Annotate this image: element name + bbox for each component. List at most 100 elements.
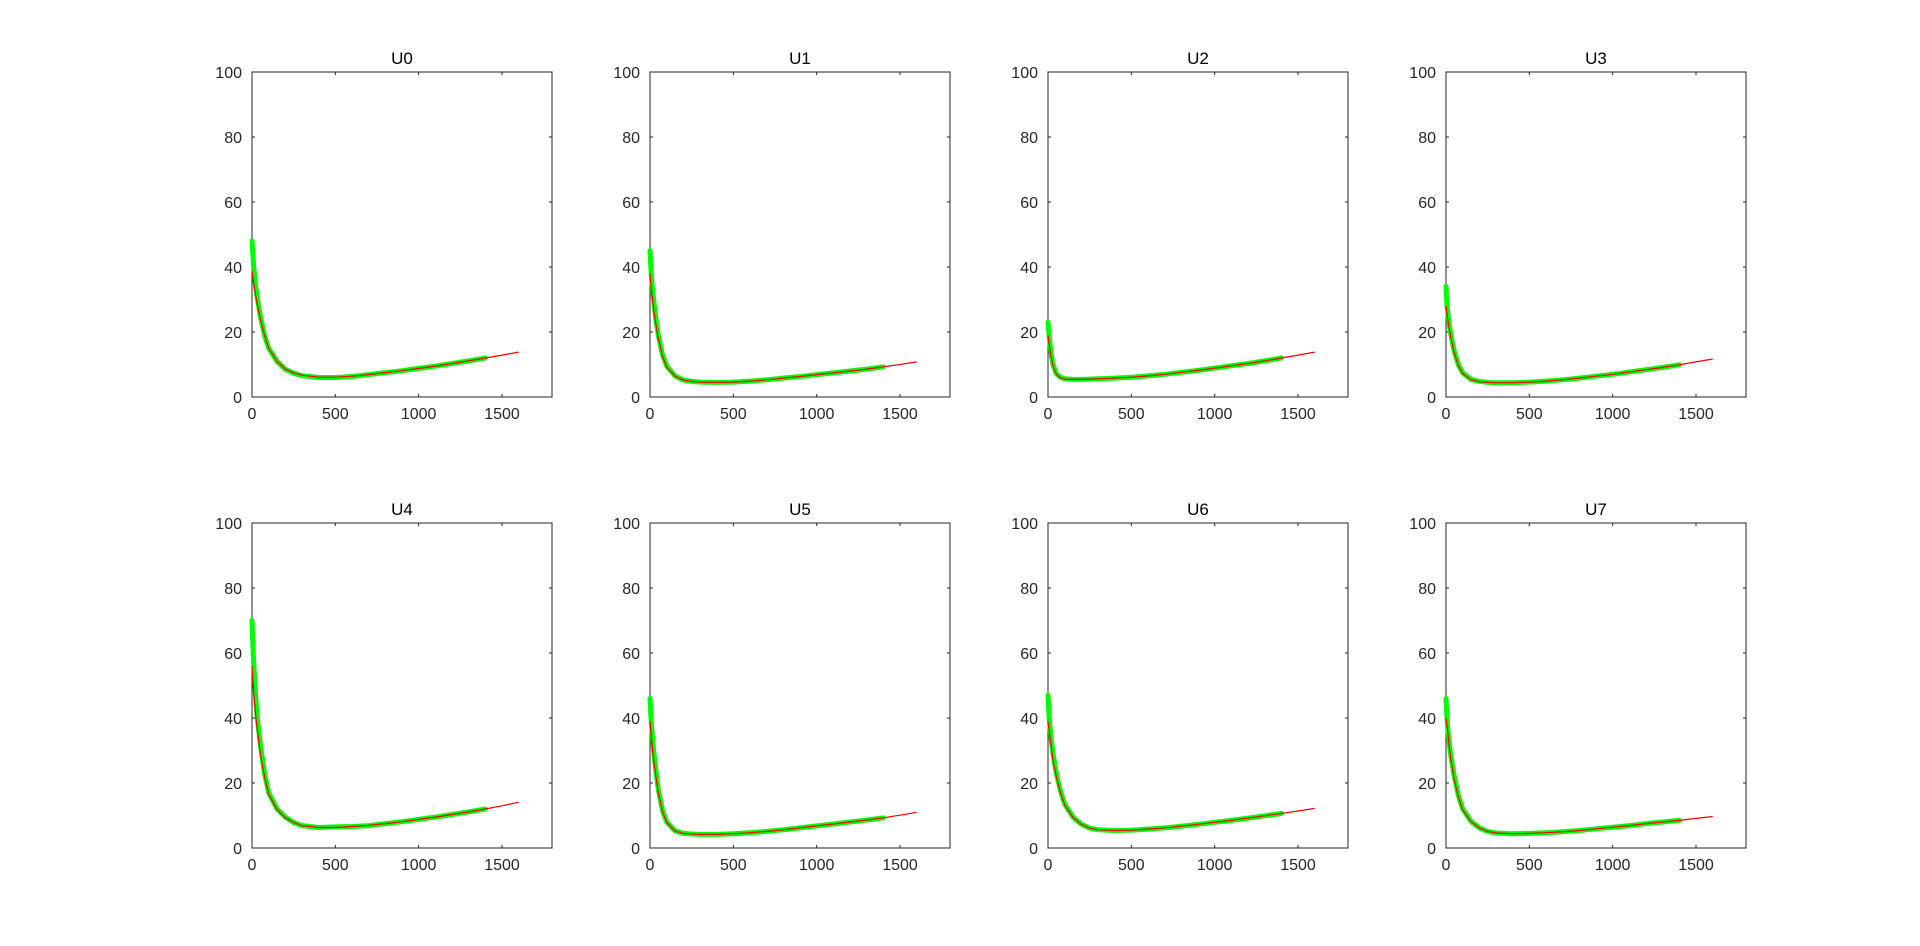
axes-box	[1047, 522, 1349, 849]
subplot-title: U6	[1187, 500, 1209, 519]
fit-series-line	[1445, 717, 1713, 835]
measured-point	[1444, 300, 1450, 305]
y-tick-label: 0	[1029, 841, 1038, 858]
measured-point	[648, 264, 654, 270]
y-tick-label: 40	[1020, 260, 1038, 277]
measured-point	[648, 712, 654, 717]
x-tick-label: 0	[1442, 857, 1451, 874]
x-tick-label: 1000	[401, 857, 437, 874]
fit-series-line	[1047, 721, 1315, 832]
axes-box	[1445, 522, 1747, 849]
axes-box	[649, 71, 951, 398]
fit-series-line	[649, 273, 917, 383]
y-tick-label: 80	[622, 130, 640, 147]
x-tick-label: 0	[1442, 406, 1451, 423]
y-tick-label: 0	[1029, 390, 1038, 407]
x-tick-label: 500	[720, 857, 747, 874]
y-tick-label: 60	[622, 646, 640, 663]
y-tick-label: 20	[1020, 776, 1038, 793]
subplot-title: U4	[391, 500, 413, 519]
y-tick-label: 60	[1418, 646, 1436, 663]
x-tick-label: 1500	[484, 857, 520, 874]
y-tick-label: 0	[631, 390, 640, 407]
x-tick-label: 0	[646, 857, 655, 874]
axes-box	[251, 71, 553, 398]
x-tick-label: 500	[1118, 406, 1145, 423]
x-tick-label: 500	[322, 406, 349, 423]
subplot-title: U7	[1585, 500, 1607, 519]
measured-point	[1444, 712, 1450, 717]
y-tick-label: 100	[613, 65, 640, 82]
subplot-title: U0	[391, 49, 413, 68]
y-tick-label: 40	[224, 260, 242, 277]
x-tick-label: 1000	[1595, 406, 1631, 423]
y-tick-label: 20	[622, 325, 640, 342]
measured-point	[1045, 320, 1051, 325]
subplot-u0: 0 500 1000 1500 0 20 40 60 80 100 U0	[215, 49, 553, 423]
fit-series-line	[251, 665, 519, 829]
x-tick-label: 0	[248, 406, 257, 423]
subplot-title: U5	[789, 500, 811, 519]
x-tick-label: 500	[1516, 857, 1543, 874]
y-tick-label: 40	[224, 711, 242, 728]
measured-point	[251, 264, 256, 270]
y-tick-label: 100	[613, 516, 640, 533]
fit-series-line	[1047, 335, 1315, 380]
fit-series-line	[251, 270, 519, 378]
axes-box	[1445, 71, 1747, 398]
x-tick-label: 0	[248, 857, 257, 874]
x-tick-label: 1000	[1197, 857, 1233, 874]
measured-point	[647, 696, 653, 701]
fit-series-line	[649, 721, 917, 836]
measured-point	[1045, 693, 1051, 698]
measured-point	[647, 248, 653, 253]
x-tick-label: 1500	[484, 406, 520, 423]
y-tick-label: 80	[622, 581, 640, 598]
y-tick-label: 60	[1418, 195, 1436, 212]
y-tick-label: 20	[224, 325, 242, 342]
y-tick-label: 0	[233, 841, 242, 858]
y-tick-label: 0	[1427, 390, 1436, 407]
subplot-u3: 0 500 1000 1500 0 20 40 60 80 100 U3	[1409, 49, 1747, 423]
subplot-title: U1	[789, 49, 811, 68]
y-tick-label: 0	[233, 390, 242, 407]
subplot-u6: 0 500 1000 1500 0 20 40 60 80 100 U6	[1011, 500, 1349, 874]
subplot-title: U2	[1187, 49, 1209, 68]
y-tick-label: 40	[1418, 260, 1436, 277]
x-tick-label: 1000	[401, 406, 437, 423]
y-tick-label: 80	[1020, 581, 1038, 598]
measured-point	[1046, 709, 1052, 714]
x-tick-label: 1000	[799, 857, 835, 874]
x-tick-label: 1500	[882, 406, 918, 423]
measured-point	[249, 618, 255, 623]
y-tick-label: 100	[215, 516, 242, 533]
x-tick-label: 1500	[1678, 406, 1714, 423]
y-tick-label: 100	[1011, 65, 1038, 82]
y-tick-label: 80	[224, 581, 242, 598]
fit-series-line	[1445, 305, 1713, 384]
x-tick-label: 1500	[1280, 857, 1316, 874]
y-tick-label: 80	[1418, 581, 1436, 598]
subplot-title: U3	[1585, 49, 1607, 68]
measured-point	[251, 660, 256, 665]
measured-point	[250, 641, 256, 646]
axes-box	[1047, 71, 1349, 398]
x-tick-label: 0	[1044, 406, 1053, 423]
y-tick-label: 60	[622, 195, 640, 212]
y-tick-label: 20	[1418, 325, 1436, 342]
x-tick-label: 1000	[1595, 857, 1631, 874]
subplot-u2: 0 500 1000 1500 0 20 40 60 80 100 U2	[1011, 49, 1349, 423]
y-tick-label: 0	[1427, 841, 1436, 858]
x-tick-label: 0	[1044, 857, 1053, 874]
x-tick-label: 1000	[1197, 406, 1233, 423]
axes-box	[251, 522, 553, 849]
y-tick-label: 80	[1020, 130, 1038, 147]
x-tick-label: 1500	[1280, 406, 1316, 423]
subplot-u1: 0 500 1000 1500 0 20 40 60 80 100 U1	[613, 49, 951, 423]
y-tick-label: 20	[1020, 325, 1038, 342]
x-tick-label: 500	[1516, 406, 1543, 423]
measured-point	[250, 251, 256, 257]
y-tick-label: 0	[631, 841, 640, 858]
measured-point	[1443, 284, 1449, 289]
